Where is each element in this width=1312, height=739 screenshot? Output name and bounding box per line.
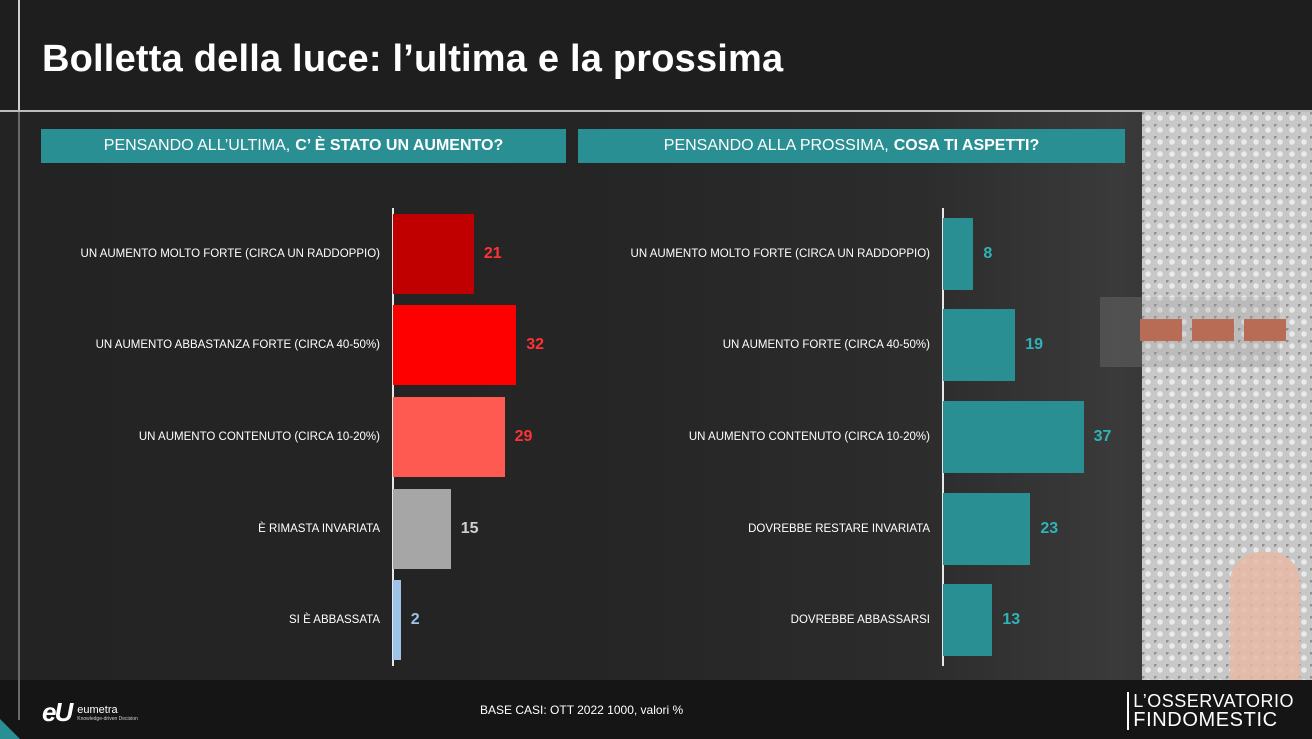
bar (943, 492, 1031, 565)
header: Bolletta della luce: l’ultima e la pross… (0, 0, 1312, 112)
content-area (0, 112, 1312, 680)
category-label: SI È ABBASSATA (289, 614, 380, 627)
left-panel-header: PENSANDO ALL’ULTIMA, C’ È STATO UN AUMEN… (41, 129, 566, 163)
category-label: UN AUMENTO ABBASTANZA FORTE (CIRCA 40-50… (95, 339, 380, 352)
category-label: UN AUMENTO MOLTO FORTE (CIRCA UN RADDOPP… (630, 247, 930, 260)
category-label: UN AUMENTO FORTE (CIRCA 40-50%) (722, 339, 930, 352)
bar (943, 401, 1084, 473)
value-label: 13 (1002, 611, 1021, 629)
base-note: BASE CASI: OTT 2022 1000, valori % (480, 703, 684, 717)
hand-image (1230, 552, 1300, 680)
left-header-plain: PENSANDO ALL’ULTIMA, (103, 137, 291, 154)
bar (943, 309, 1016, 382)
value-label: 19 (1025, 336, 1043, 354)
eumetra-logo: eU eumetra Knowledge-driven Decision (42, 697, 138, 728)
breaker-image (1100, 297, 1286, 367)
category-label: UN AUMENTO CONTENUTO (CIRCA 10-20%) (138, 431, 380, 443)
header-underline (0, 110, 1312, 112)
right-header-bold: COSA TI ASPETTI? (893, 137, 1040, 154)
footer-divider (18, 680, 20, 720)
bar (393, 397, 505, 477)
header-divider (18, 0, 20, 110)
footer: eU eumetra Knowledge-driven Decision BAS… (0, 680, 1312, 739)
page-title: Bolletta della luce: l’ultima e la pross… (42, 38, 783, 81)
bar (393, 305, 517, 386)
value-label: 8 (983, 244, 993, 262)
brand-bar (1127, 692, 1130, 730)
category-label: DOVREBBE ABBASSARSI (790, 614, 930, 627)
category-label: UN AUMENTO CONTENUTO (CIRCA 10-20%) (688, 431, 930, 443)
eumetra-name: eumetra (77, 703, 118, 716)
eumetra-logo-text: eumetra Knowledge-driven Decision (77, 704, 138, 722)
title-rest: l’ultima e la prossima (381, 38, 784, 80)
right-panel-header: PENSANDO ALLA PROSSIMA, COSA TI ASPETTI? (578, 129, 1125, 163)
bar (943, 217, 974, 290)
category-label: UN AUMENTO MOLTO FORTE (CIRCA UN RADDOPP… (80, 247, 380, 260)
value-label: 21 (483, 244, 502, 262)
findomestic-logo: L’OSSERVATORIO FINDOMESTIC (1127, 691, 1294, 731)
category-label: È RIMASTA INVARIATA (258, 522, 380, 535)
eumetra-logo-mark: eU (42, 697, 73, 727)
title-bold: Bolletta della luce: (42, 38, 382, 80)
bar (393, 488, 451, 569)
corner-accent (0, 719, 20, 739)
value-label: 15 (460, 519, 479, 537)
bar (393, 213, 474, 294)
eumetra-tagline: Knowledge-driven Decision (77, 715, 138, 722)
category-label: DOVREBBE RESTARE INVARIATA (748, 522, 930, 535)
value-label: 37 (1093, 428, 1112, 445)
value-label: 32 (526, 336, 544, 354)
value-label: 2 (410, 611, 420, 629)
brand-line-1: L’OSSERVATORIO (1133, 691, 1294, 711)
value-label: 29 (514, 428, 533, 445)
value-label: 23 (1040, 519, 1059, 537)
brand-line-2: FINDOMESTIC (1133, 709, 1278, 731)
right-header-plain: PENSANDO ALLA PROSSIMA, (663, 137, 889, 154)
content-divider (18, 112, 20, 680)
bar (393, 580, 401, 661)
left-header-bold: C’ È STATO UN AUMENTO? (295, 137, 504, 154)
bar (943, 584, 993, 657)
